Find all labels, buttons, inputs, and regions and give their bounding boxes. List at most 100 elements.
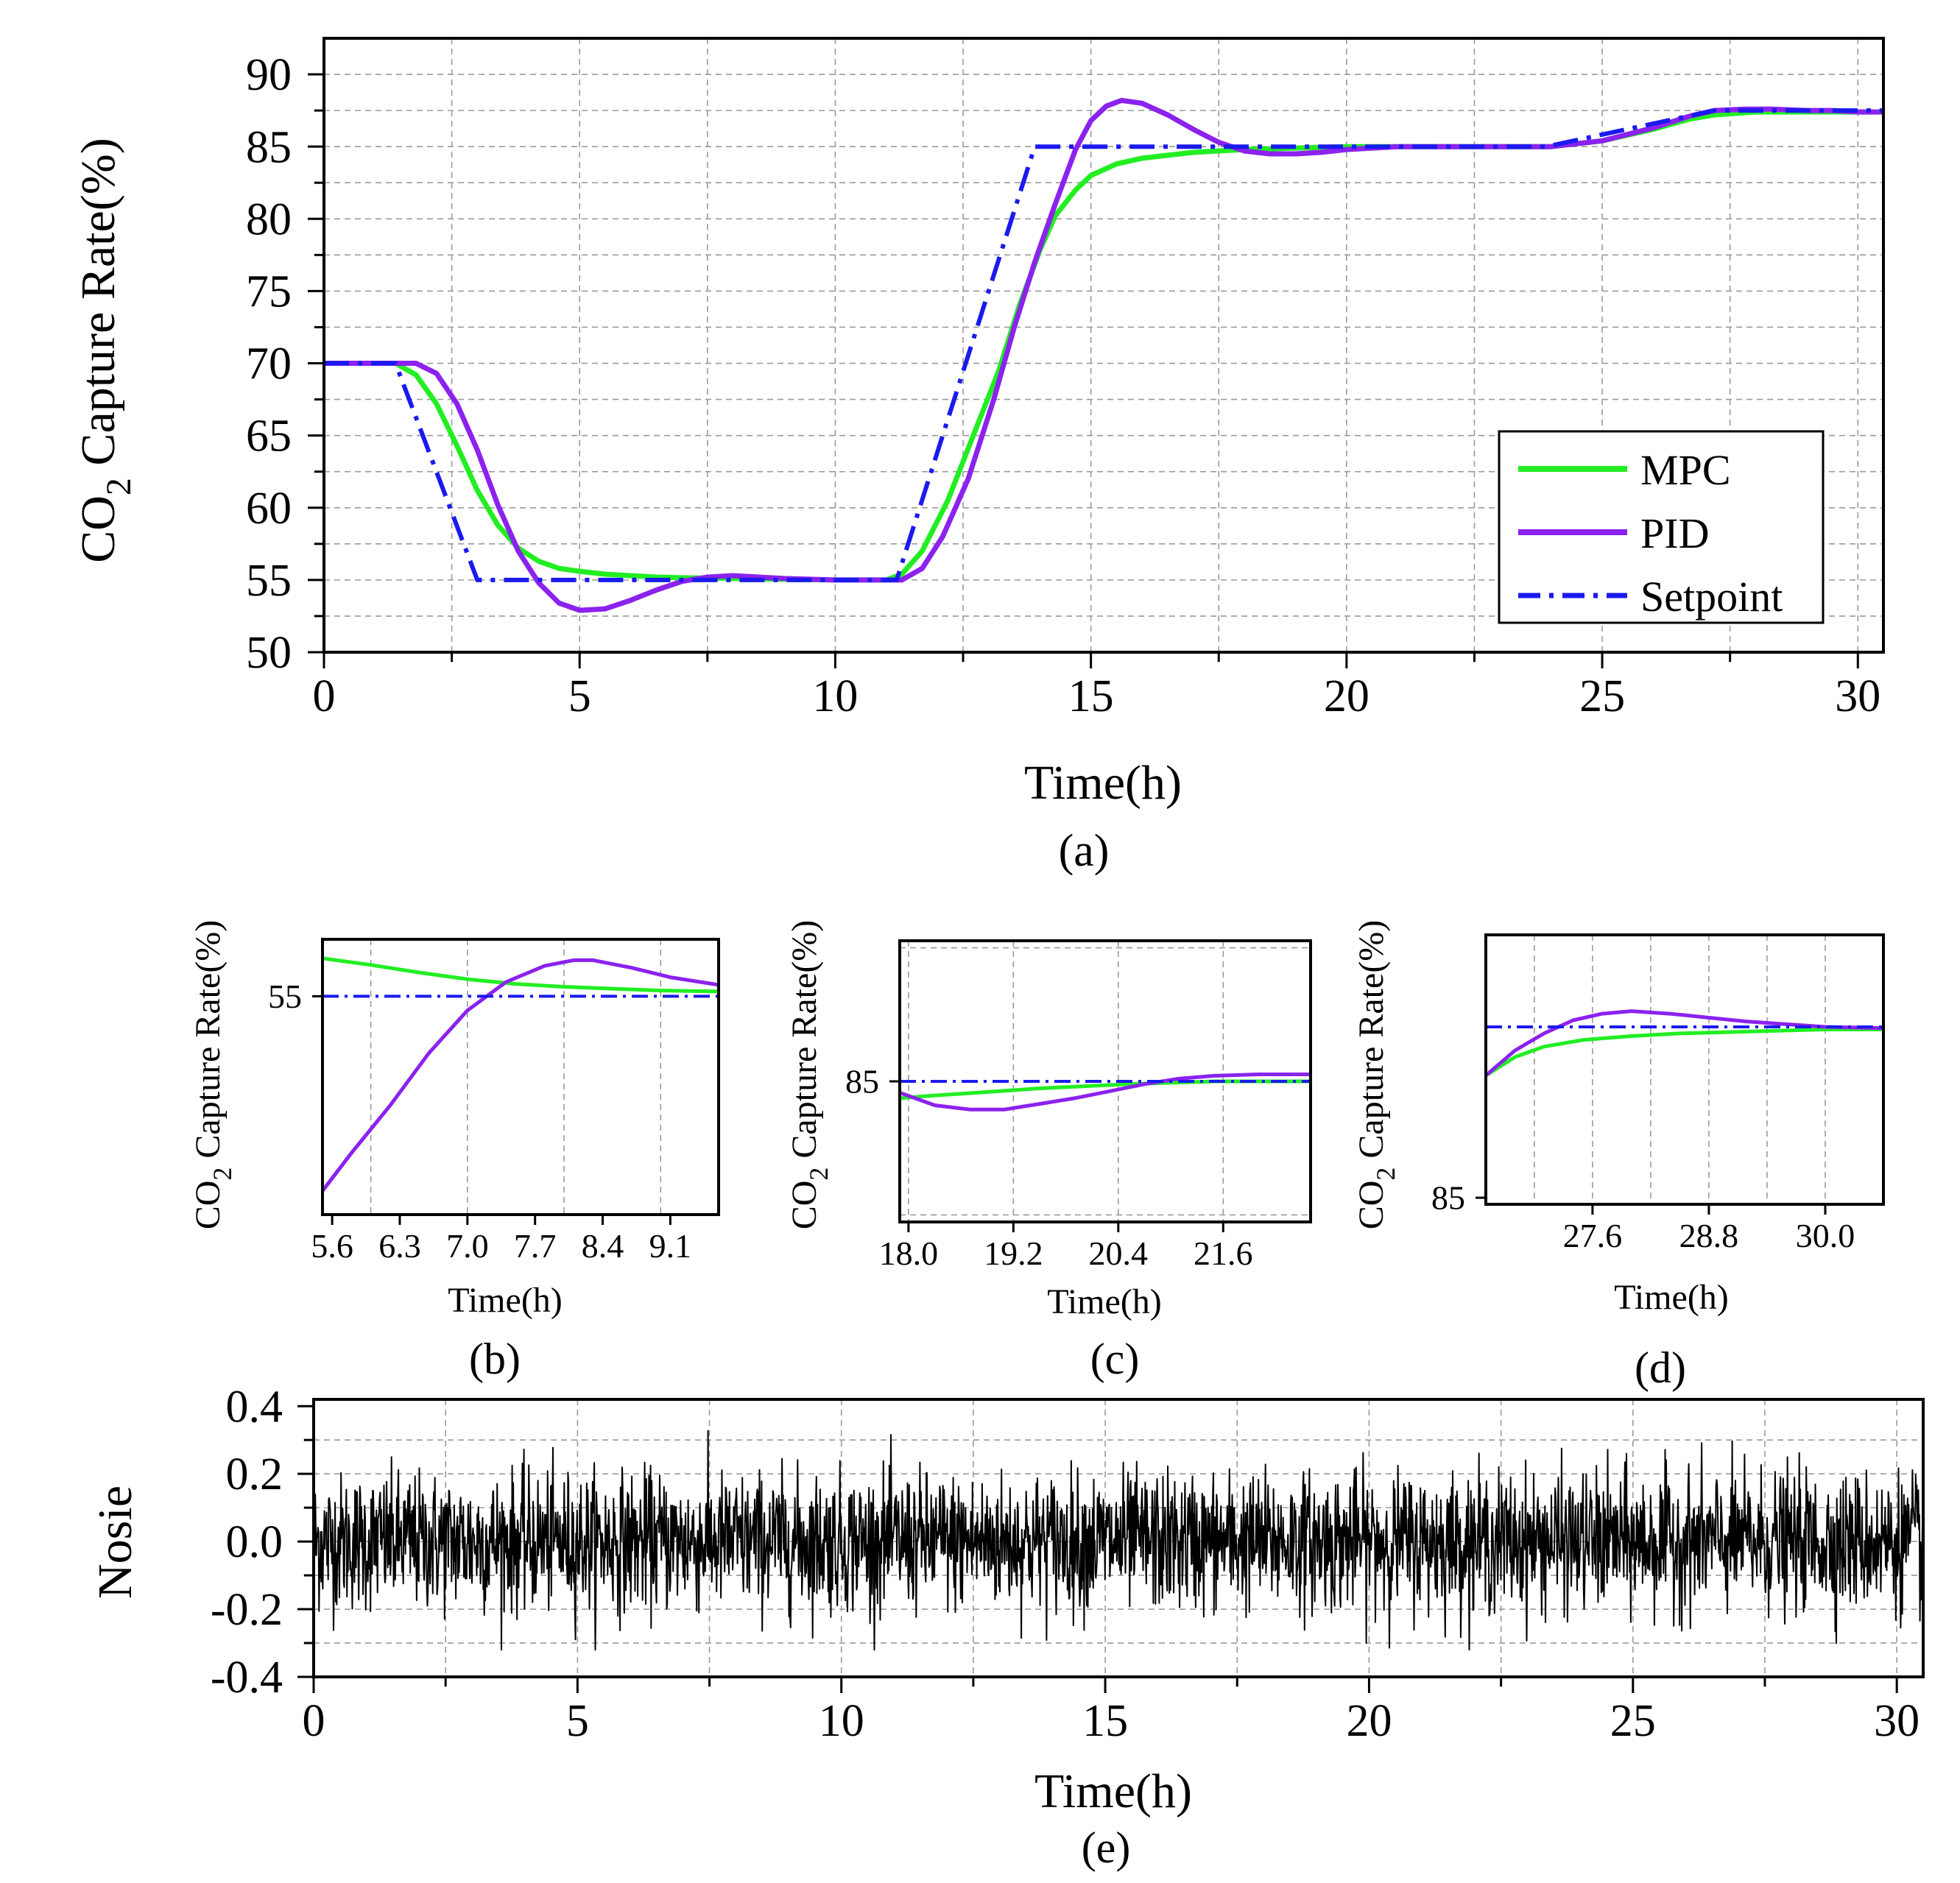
panel-b-xtick-label-0: 5.6 (311, 1227, 353, 1265)
panel-c-xtick-label-1: 19.2 (984, 1234, 1043, 1272)
panel-b-frame (321, 938, 720, 1216)
panel-c-series-mpc (900, 1079, 1311, 1101)
panel-e-ytick-label-2: 0.0 (226, 1517, 283, 1567)
panel-a-xtick-label-3: 15 (1068, 671, 1114, 721)
panel-d-series (1486, 1009, 1883, 1078)
panel-e-xtick-label-2: 10 (819, 1696, 864, 1746)
panel-d-xlabel: Time(h) (1614, 1278, 1729, 1317)
panel-d-xtick-label-2: 30.0 (1796, 1217, 1855, 1254)
panel-a-ytick-label-8: 90 (246, 50, 292, 100)
panel-e-plot-area (314, 1430, 1923, 1651)
panel-e-xtick-label-3: 15 (1082, 1696, 1128, 1746)
panel-e-ytick-label-4: 0.4 (226, 1382, 283, 1432)
panel-b-xtick-label-1: 6.3 (378, 1227, 421, 1265)
panel-e-label: (e) (1082, 1823, 1131, 1872)
panel-b-label: (b) (469, 1335, 521, 1383)
panel-e-axes: 0 5 10 15 20 25 30 -0.4 -0.2 0.0 0.2 0.4 (211, 1382, 1925, 1746)
panel-c-chart: 18.0 19.2 20.4 21.6 85 Time(h) CO2 Capture R… (785, 920, 1312, 1383)
panel-d-series-pid (1486, 1009, 1883, 1078)
panel-e-ytick-label-0: -0.4 (211, 1653, 283, 1703)
panel-b-xtick-label-5: 9.1 (649, 1227, 692, 1265)
panel-a-ytick-label-2: 60 (246, 484, 292, 534)
panel-a-legend: MPC PID Setpoint (1498, 430, 1825, 624)
panel-b-chart: 5.6 6.3 7.0 7.7 8.4 9.1 55 Time(h) CO2 Capture… (188, 920, 720, 1383)
panel-a-ytick-label-4: 70 (246, 339, 292, 389)
panel-d-ylabel: CO2 Capture Rate(%) (1352, 920, 1400, 1230)
panel-c-ylabel: CO2 Capture Rate(%) (785, 920, 833, 1230)
panel-a-series-setpoint (324, 108, 1883, 582)
panel-e-xtick-label-6: 30 (1874, 1696, 1920, 1746)
panel-a-ytick-label-7: 85 (246, 122, 292, 172)
panel-b-grid (370, 939, 662, 1215)
panel-b-axes: 5.6 6.3 7.0 7.7 8.4 9.1 55 (268, 938, 720, 1265)
panel-b-xtick-label-4: 8.4 (582, 1227, 624, 1265)
panel-d-axes: 27.6 28.8 30.0 85 (1431, 933, 1885, 1254)
panel-d-chart: 27.6 28.8 30.0 85 Time(h) CO2 Capture Rate(… (1352, 920, 1885, 1392)
panel-a-xtick-label-5: 25 (1579, 671, 1625, 721)
panel-d-frame (1484, 933, 1885, 1206)
panel-d-xtick-label-0: 27.6 (1563, 1217, 1623, 1254)
panel-c-xtick-label-2: 20.4 (1089, 1234, 1149, 1272)
panel-e-series-noise (314, 1430, 1923, 1651)
panel-d-label: (d) (1635, 1343, 1686, 1392)
panel-d-xtick-label-1: 28.8 (1679, 1217, 1739, 1254)
panel-a-label: (a) (1059, 826, 1110, 876)
panel-e-ytick-label-3: 0.2 (226, 1449, 283, 1499)
panel-a-ytick-label-5: 75 (246, 266, 292, 317)
panel-c-series (900, 1073, 1311, 1112)
panel-a-xtick-label-0: 0 (313, 671, 336, 721)
panel-d-grid (1534, 935, 1826, 1204)
panel-b-series-pid (322, 958, 719, 1193)
panel-c-xlabel: Time(h) (1047, 1282, 1162, 1321)
panel-c-xtick-label-3: 21.6 (1194, 1234, 1253, 1272)
legend-mpc-label: MPC (1640, 446, 1731, 494)
panel-e-chart: 0 5 10 15 20 25 30 -0.4 -0.2 0.0 0.2 0.4 Time(h) No… (88, 1382, 1925, 1872)
panel-e-xtick-label-0: 0 (303, 1696, 325, 1746)
legend-pid-label: PID (1640, 509, 1709, 557)
panel-a-ytick-label-0: 50 (246, 628, 292, 678)
panel-d-plot-area (1486, 1009, 1883, 1078)
panel-b-ylabel: CO2 Capture Rate(%) (188, 920, 237, 1230)
panel-b-ytick-label-0: 55 (268, 978, 302, 1015)
panel-e-frame (312, 1398, 1925, 1678)
panel-e-ylabel: Nosie (88, 1485, 142, 1599)
panel-a-ytick-label-6: 80 (246, 194, 292, 244)
panel-a-frame (322, 37, 1885, 654)
panel-b-series-mpc (322, 956, 719, 994)
panel-c-ytick-label-0: 85 (845, 1063, 879, 1101)
panel-a-xtick-label-6: 30 (1835, 671, 1880, 721)
panel-a-xtick-label-1: 5 (568, 671, 591, 721)
panel-a-axes: 0 5 10 15 20 25 30 50 55 60 65 70 75 80 85 90 (246, 37, 1885, 721)
panel-e-ytick-label-1: -0.2 (211, 1585, 283, 1635)
panel-c-plot-area (900, 1073, 1311, 1112)
panel-b-xtick-label-2: 7.0 (446, 1227, 489, 1265)
panel-d-series-mpc (1486, 1028, 1883, 1078)
panel-c-series-pid (900, 1073, 1311, 1112)
panel-e-xtick-label-5: 25 (1610, 1696, 1656, 1746)
panel-b-xtick-label-3: 7.7 (514, 1227, 557, 1265)
panel-a-series-pid (324, 97, 1883, 613)
legend-box (1498, 430, 1825, 624)
panel-e-xtick-label-1: 5 (566, 1696, 589, 1746)
panel-e-xlabel: Time(h) (1034, 1764, 1192, 1818)
panel-e-series (314, 1430, 1923, 1651)
panel-a-ylabel: CO2 Capture Rate(%) (71, 138, 138, 563)
panel-c-xtick-label-0: 18.0 (879, 1234, 939, 1272)
panel-a-plot-area (324, 97, 1883, 613)
panel-a-chart: 0 5 10 15 20 25 30 50 55 60 65 70 75 80 85 90 Time(h) C… (71, 37, 1885, 876)
panel-a-series (324, 97, 1883, 613)
panel-a-ytick-label-3: 65 (246, 411, 292, 462)
panel-c-label: (c) (1090, 1335, 1140, 1383)
panel-b-xlabel: Time(h) (448, 1281, 563, 1320)
panel-e-xtick-label-4: 20 (1346, 1696, 1392, 1746)
panel-a-ytick-label-1: 55 (246, 556, 292, 606)
panel-a-xtick-label-4: 20 (1324, 671, 1369, 721)
panel-c-axes: 18.0 19.2 20.4 21.6 85 (845, 939, 1312, 1272)
panel-b-plot-area (322, 956, 719, 1193)
panel-d-ytick-label-0: 85 (1431, 1179, 1465, 1217)
legend-setpoint-label: Setpoint (1640, 573, 1783, 621)
panel-c-grid (900, 941, 1311, 1222)
panel-a-xlabel: Time(h) (1024, 756, 1182, 810)
panel-b-series (322, 956, 719, 1193)
